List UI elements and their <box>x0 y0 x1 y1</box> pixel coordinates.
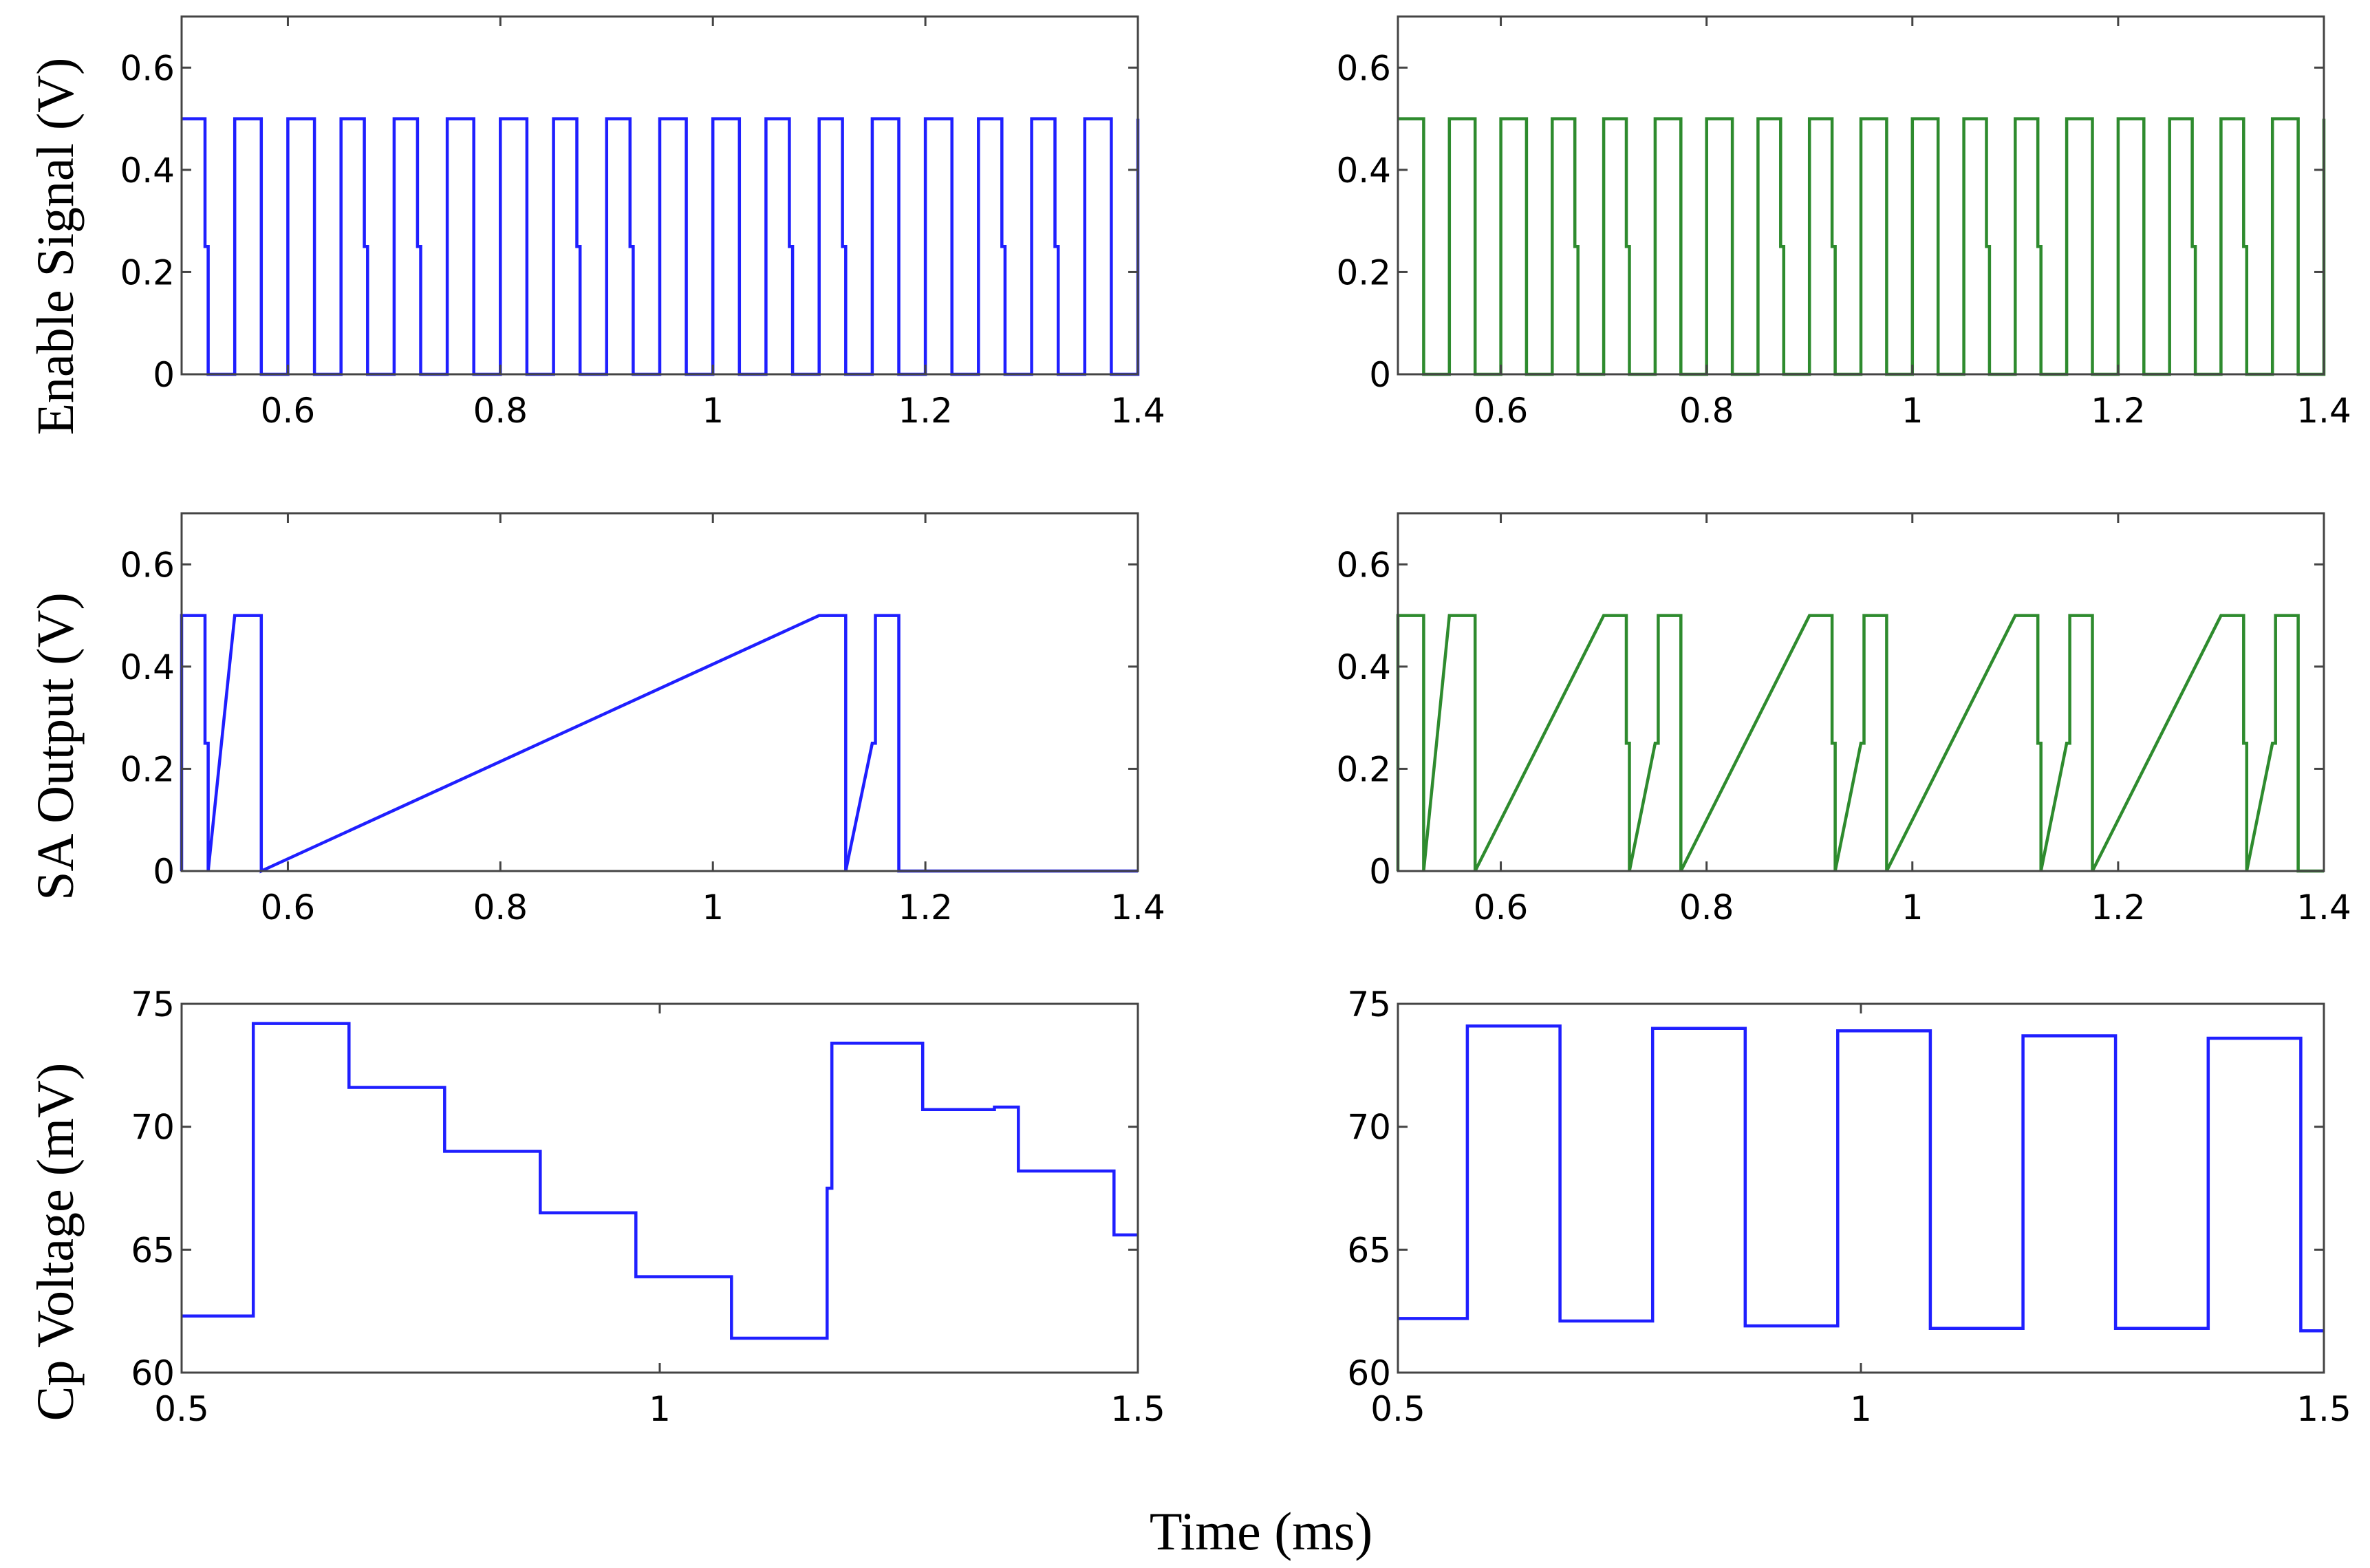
sa-left-xtick-label: 0.6 <box>261 888 316 927</box>
sa-right-xtick-label: 0.6 <box>1474 888 1529 927</box>
cp-right-ytick-label: 75 <box>1347 985 1391 1024</box>
sa-left-ytick-label: 0.2 <box>120 749 175 789</box>
cp-left-xtick-label: 1.5 <box>1110 1389 1165 1429</box>
sa-left-series-line-0 <box>180 614 1138 874</box>
cp-right-ytick-label: 65 <box>1347 1230 1391 1270</box>
sa-right-series-line-0 <box>1396 614 2324 873</box>
chart-sa-right: 0.6 0.8 1 1.2 1.4 0 0.2 0.4 0.6 <box>1336 512 2351 927</box>
enable-right-xtick-label: 1 <box>1902 391 1924 431</box>
cp-right-series-line-0 <box>1398 1024 2324 1333</box>
cp-left-series-line-0 <box>182 1022 1138 1340</box>
sa-left-ytick-label: 0.6 <box>120 545 175 585</box>
cp-right-xtick-label: 1.5 <box>2296 1389 2351 1429</box>
cp-right-xtick-label: 1 <box>1850 1389 1872 1429</box>
panels: 0.6 0.8 1 1.2 1.4 0 0.2 0.4 0.6 Enable Signal (V)… <box>27 15 2351 1429</box>
enable-right-ytick-label: 0 <box>1369 355 1391 395</box>
sa-right-xtick-label: 1 <box>1902 888 1924 927</box>
chart-sa-left: 0.6 0.8 1 1.2 1.4 0 0.2 0.4 0.6 SA Output (V) <box>27 512 1165 927</box>
enable-left-ytick-label: 0.4 <box>120 151 175 191</box>
sa-left-xtick-label: 1.2 <box>898 888 953 927</box>
enable-left-xtick-label: 1.2 <box>898 391 953 431</box>
enable-left-y-axis-label: Enable Signal (V) <box>27 58 85 436</box>
enable-right-series-line-0 <box>1398 117 2326 376</box>
enable-right-plot-frame <box>1397 15 2325 376</box>
enable-left-xtick-label: 0.8 <box>473 391 528 431</box>
cp-left-ytick-label: 70 <box>131 1108 175 1148</box>
enable-right-ytick-label: 0.6 <box>1336 48 1391 88</box>
cp-left-ytick-label: 65 <box>131 1230 175 1270</box>
sa-right-xtick-label: 0.8 <box>1679 888 1734 927</box>
sa-left-ytick-label: 0.4 <box>120 647 175 687</box>
sa-left-xtick-label: 1.4 <box>1110 888 1165 927</box>
enable-left-xtick-label: 0.6 <box>261 391 316 431</box>
enable-left-xtick-label: 1 <box>702 391 724 431</box>
cp-left-xtick-label: 1 <box>649 1389 671 1429</box>
sa-right-plot-frame <box>1397 512 2325 872</box>
enable-left-xtick-label: 1.4 <box>1110 391 1165 431</box>
enable-right-xtick-label: 0.8 <box>1679 391 1734 431</box>
sa-right-ytick-label: 0 <box>1369 852 1391 892</box>
enable-left-ytick-label: 0.6 <box>120 48 175 88</box>
x-axis-label: Time (ms) <box>1150 1501 1372 1561</box>
cp-right-ytick-label: 60 <box>1347 1353 1391 1393</box>
cp-left-ytick-label: 60 <box>131 1353 175 1393</box>
sa-left-plot-frame <box>180 512 1139 872</box>
enable-left-series-line-0 <box>182 117 1140 376</box>
cp-right-plot-frame <box>1397 1002 2325 1374</box>
sa-right-ytick-label: 0.2 <box>1336 749 1391 789</box>
sa-left-xtick-label: 0.8 <box>473 888 528 927</box>
sa-right-ytick-label: 0.6 <box>1336 545 1391 585</box>
enable-right-xtick-label: 1.4 <box>2296 391 2351 431</box>
cp-right-xtick-label: 0.5 <box>1370 1389 1425 1429</box>
enable-left-plot-frame <box>180 15 1139 376</box>
chart-cp-left: 0.5 1 1.5 60 65 70 75 Cp Voltage (mV) <box>27 985 1165 1429</box>
enable-right-xtick-label: 0.6 <box>1474 391 1529 431</box>
chart-enable-left: 0.6 0.8 1 1.2 1.4 0 0.2 0.4 0.6 Enable Signal (V) <box>27 15 1165 436</box>
chart-cp-right: 0.5 1 1.5 60 65 70 75 <box>1347 985 2351 1429</box>
cp-left-y-axis-label: Cp Voltage (mV) <box>27 1063 85 1421</box>
enable-left-ytick-label: 0.2 <box>120 253 175 292</box>
sa-left-ytick-label: 0 <box>153 852 175 892</box>
sa-right-ytick-label: 0.4 <box>1336 647 1391 687</box>
sa-left-y-axis-label: SA Output (V) <box>27 592 85 901</box>
enable-right-ytick-label: 0.2 <box>1336 253 1391 292</box>
enable-right-xtick-label: 1.2 <box>2091 391 2146 431</box>
sa-left-xtick-label: 1 <box>702 888 724 927</box>
cp-left-plot-frame <box>180 1002 1139 1374</box>
enable-left-ytick-label: 0 <box>153 355 175 395</box>
sa-right-xtick-label: 1.4 <box>2296 888 2351 927</box>
sa-right-xtick-label: 1.2 <box>2091 888 2146 927</box>
enable-right-ytick-label: 0.4 <box>1336 151 1391 191</box>
cp-left-xtick-label: 0.5 <box>154 1389 209 1429</box>
chart-enable-right: 0.6 0.8 1 1.2 1.4 0 0.2 0.4 0.6 <box>1336 15 2351 431</box>
cp-left-ytick-label: 75 <box>131 985 175 1024</box>
cp-right-ytick-label: 70 <box>1347 1108 1391 1148</box>
